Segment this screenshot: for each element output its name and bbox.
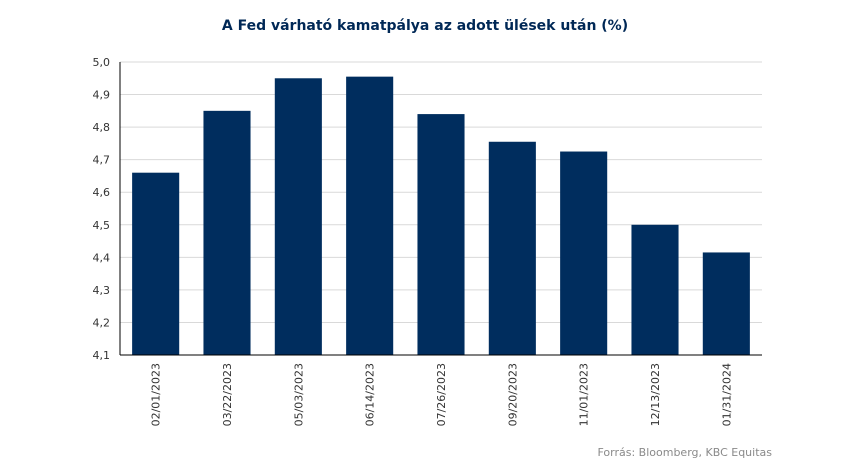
x-tick-label: 05/03/2023	[292, 363, 305, 426]
y-tick-label: 4,1	[93, 349, 111, 362]
bar	[346, 76, 394, 356]
bar	[488, 141, 536, 355]
source-note: Forrás: Bloomberg, KBC Equitas	[597, 446, 772, 459]
bar	[631, 224, 679, 355]
y-tick-label: 4,3	[93, 284, 111, 297]
y-tick-label: 4,2	[93, 316, 111, 329]
y-tick-label: 4,5	[93, 219, 111, 232]
y-tick-label: 4,9	[93, 89, 111, 102]
bar	[274, 78, 322, 356]
y-tick-label: 4,6	[93, 186, 111, 199]
chart-title: A Fed várható kamatpálya az adott ülések…	[221, 18, 629, 34]
y-tick-label: 5,0	[93, 56, 111, 69]
bar	[417, 114, 465, 355]
bar	[132, 172, 180, 355]
y-tick-label: 4,4	[93, 251, 111, 264]
x-tick-label: 09/20/2023	[506, 363, 519, 426]
y-tick-label: 4,8	[93, 121, 111, 134]
x-tick-label: 12/13/2023	[649, 363, 662, 426]
bar	[203, 110, 251, 355]
y-tick-label: 4,7	[93, 154, 111, 167]
x-tick-label: 02/01/2023	[150, 363, 163, 426]
x-tick-label: 07/26/2023	[435, 363, 448, 426]
bar	[702, 252, 750, 355]
x-tick-label: 06/14/2023	[364, 363, 377, 426]
bar	[560, 151, 608, 355]
x-tick-label: 11/01/2023	[578, 363, 591, 426]
x-tick-label: 01/31/2024	[720, 363, 733, 426]
x-tick-label: 03/22/2023	[221, 363, 234, 426]
